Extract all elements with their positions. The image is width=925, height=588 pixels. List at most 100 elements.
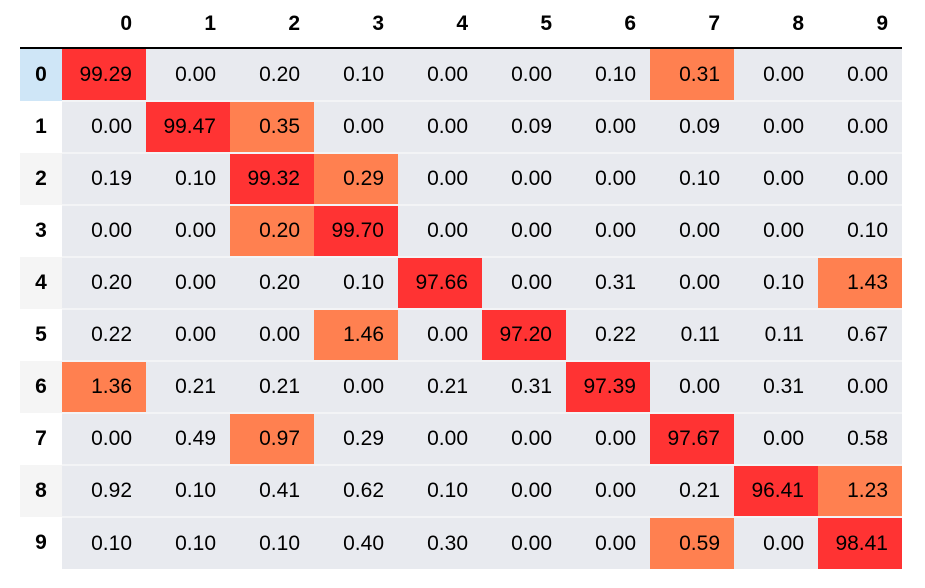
matrix-cell: 0.21	[650, 464, 734, 517]
table-row: 8 0.92 0.10 0.41 0.62 0.10 0.00 0.00 0.21 96.41 1.…	[20, 464, 902, 517]
table-row: 2 0.19 0.10 99.32 0.29 0.00 0.00 0.00 0.10 0.00 0.…	[20, 152, 902, 205]
matrix-cell: 0.00	[734, 204, 818, 257]
row-header-0[interactable]: 0	[20, 48, 62, 101]
matrix-cell: 0.31	[482, 360, 566, 413]
matrix-cell: 0.00	[398, 48, 482, 101]
row-header-2[interactable]: 2	[20, 153, 62, 205]
matrix-cell: 0.00	[482, 204, 566, 257]
matrix-cell: 0.00	[482, 152, 566, 205]
row-header-5[interactable]: 5	[20, 309, 62, 361]
matrix-cell: 0.09	[482, 100, 566, 153]
matrix-cell: 1.36	[62, 360, 146, 413]
matrix-cell: 0.10	[146, 516, 230, 569]
matrix-cell: 0.31	[734, 360, 818, 413]
matrix-cell: 0.00	[482, 516, 566, 569]
matrix-cell: 0.22	[566, 308, 650, 361]
row-header-6[interactable]: 6	[20, 361, 62, 413]
matrix-cell: 0.29	[314, 412, 398, 465]
matrix-cell: 0.00	[818, 152, 902, 205]
matrix-cell: 0.58	[818, 412, 902, 465]
matrix-cell: 0.41	[230, 464, 314, 517]
table-row: 7 0.00 0.49 0.97 0.29 0.00 0.00 0.00 97.67 0.00 0.…	[20, 412, 902, 465]
matrix-cell: 0.00	[566, 464, 650, 517]
row-header-4[interactable]: 4	[20, 257, 62, 309]
matrix-cell: 0.00	[146, 204, 230, 257]
matrix-cell: 0.00	[818, 100, 902, 153]
matrix-cell: 96.41	[734, 464, 818, 517]
row-header-1[interactable]: 1	[20, 101, 62, 153]
matrix-cell: 0.00	[734, 152, 818, 205]
table-row: 5 0.22 0.00 0.00 1.46 0.00 97.20 0.22 0.11 0.11 0.…	[20, 308, 902, 361]
column-header-2: 2	[230, 0, 314, 49]
matrix-cell: 0.00	[482, 256, 566, 309]
matrix-cell: 98.41	[818, 516, 902, 569]
matrix-cell: 0.10	[314, 48, 398, 101]
matrix-cell: 0.10	[650, 152, 734, 205]
table-row: 0 99.29 0.00 0.20 0.10 0.00 0.00 0.10 0.31 0.00 0.…	[20, 48, 902, 101]
table-row: 3 0.00 0.00 0.20 99.70 0.00 0.00 0.00 0.00 0.00 0.…	[20, 204, 902, 257]
matrix-cell: 0.00	[398, 412, 482, 465]
column-header-8: 8	[734, 0, 818, 49]
corner-cell	[20, 0, 62, 49]
matrix-cell: 0.40	[314, 516, 398, 569]
table-row: 1 0.00 99.47 0.35 0.00 0.00 0.09 0.00 0.09 0.00 0.…	[20, 100, 902, 153]
matrix-cell: 0.00	[482, 48, 566, 101]
matrix-cell: 0.00	[734, 412, 818, 465]
column-header-9: 9	[818, 0, 902, 49]
matrix-cell: 0.59	[650, 516, 734, 569]
matrix-cell: 0.00	[650, 256, 734, 309]
matrix-cell: 0.00	[398, 152, 482, 205]
matrix-cell: 99.47	[146, 100, 230, 153]
matrix-cell: 1.23	[818, 464, 902, 517]
matrix-cell: 0.00	[314, 360, 398, 413]
matrix-cell: 0.10	[62, 516, 146, 569]
matrix-cell: 0.00	[146, 48, 230, 101]
matrix-cell: 1.46	[314, 308, 398, 361]
matrix-cell: 0.21	[146, 360, 230, 413]
matrix-cell: 0.97	[230, 412, 314, 465]
matrix-cell: 0.30	[398, 516, 482, 569]
matrix-cell: 0.10	[566, 48, 650, 101]
matrix-cell: 0.00	[734, 516, 818, 569]
matrix-cell: 0.92	[62, 464, 146, 517]
matrix-cell: 0.00	[818, 360, 902, 413]
matrix-cell: 0.10	[146, 464, 230, 517]
matrix-cell: 0.00	[62, 100, 146, 153]
matrix-cell: 0.00	[650, 204, 734, 257]
column-header-4: 4	[398, 0, 482, 49]
matrix-cell: 99.32	[230, 152, 314, 205]
matrix-cell: 0.10	[230, 516, 314, 569]
matrix-cell: 0.00	[230, 308, 314, 361]
matrix-cell: 0.00	[818, 48, 902, 101]
matrix-cell: 0.29	[314, 152, 398, 205]
matrix-cell: 0.21	[398, 360, 482, 413]
matrix-cell: 0.20	[230, 204, 314, 257]
matrix-cell: 0.00	[62, 412, 146, 465]
matrix-cell: 0.10	[146, 152, 230, 205]
row-header-9[interactable]: 9	[20, 517, 62, 569]
column-header-7: 7	[650, 0, 734, 49]
row-header-8[interactable]: 8	[20, 465, 62, 517]
matrix-cell: 0.00	[314, 100, 398, 153]
matrix-cell: 0.00	[650, 360, 734, 413]
matrix-cell: 0.22	[62, 308, 146, 361]
column-header-0: 0	[62, 0, 146, 49]
matrix-cell: 0.09	[650, 100, 734, 153]
row-header-3[interactable]: 3	[20, 205, 62, 257]
matrix-cell: 1.43	[818, 256, 902, 309]
matrix-cell: 0.20	[230, 256, 314, 309]
matrix-cell: 0.00	[566, 516, 650, 569]
column-header-6: 6	[566, 0, 650, 49]
matrix-cell: 0.31	[566, 256, 650, 309]
column-header-3: 3	[314, 0, 398, 49]
matrix-cell: 0.00	[482, 464, 566, 517]
matrix-cell: 0.35	[230, 100, 314, 153]
matrix-cell: 0.19	[62, 152, 146, 205]
matrix-cell: 0.00	[146, 256, 230, 309]
matrix-cell: 0.00	[398, 100, 482, 153]
matrix-cell: 0.67	[818, 308, 902, 361]
row-header-7[interactable]: 7	[20, 413, 62, 465]
matrix-cell: 0.10	[314, 256, 398, 309]
